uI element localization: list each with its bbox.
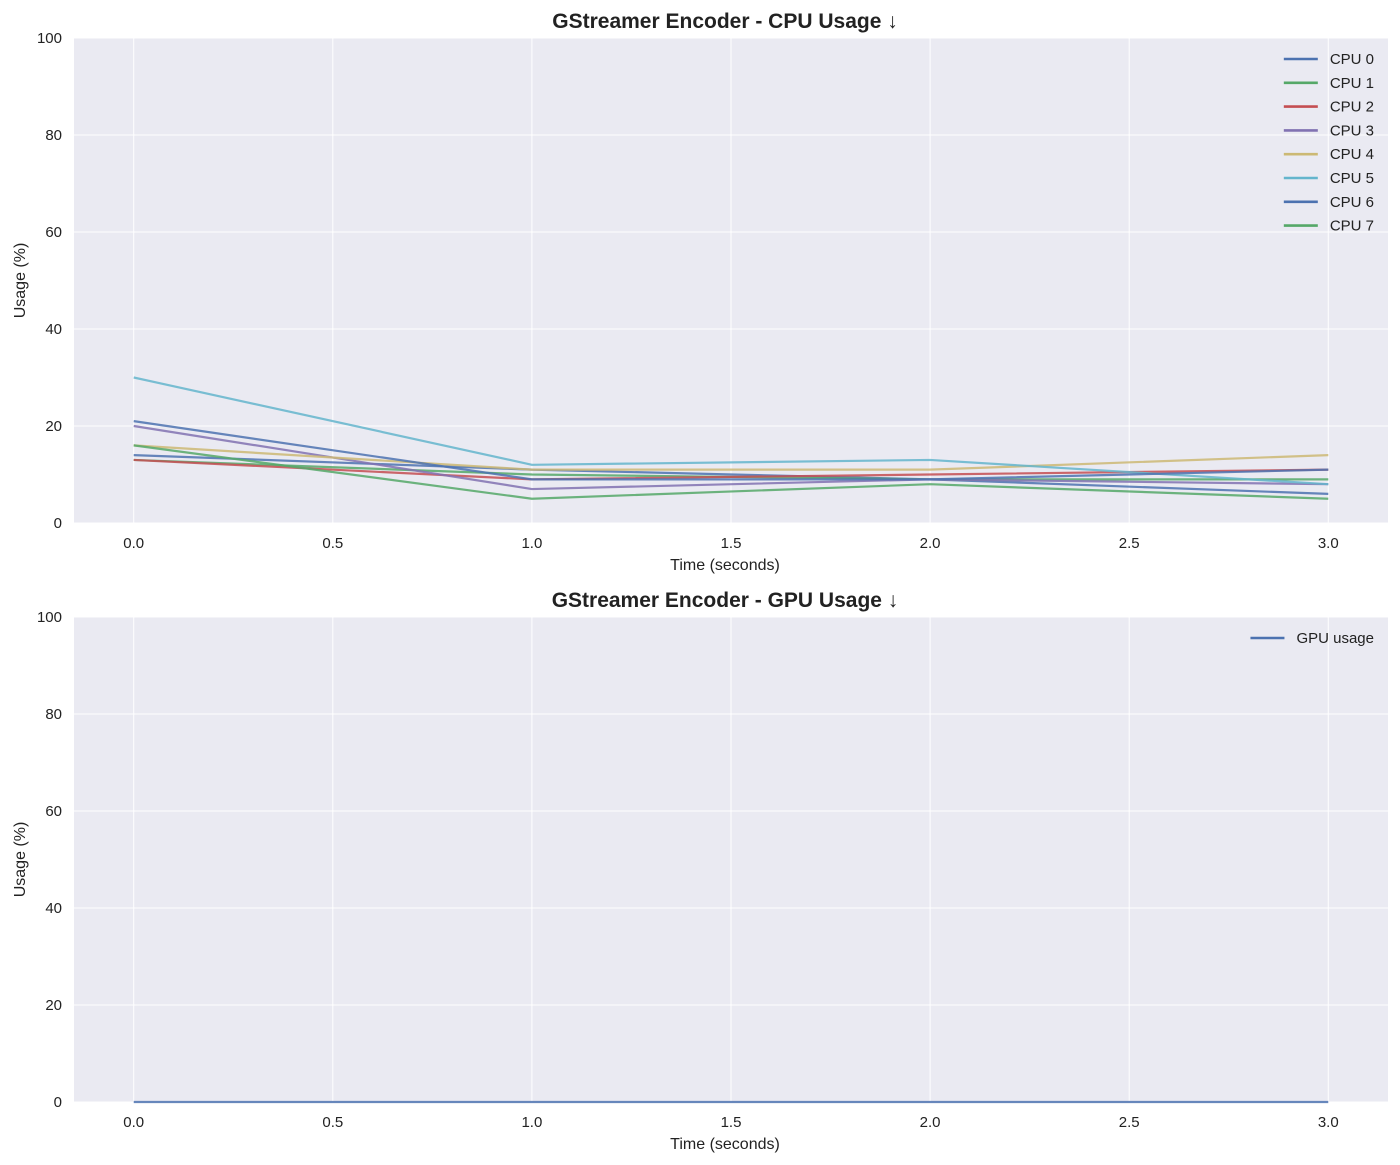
series-line-cpu-4 (133, 444, 1329, 471)
series-line-cpu-7 (133, 444, 1329, 500)
x-tick-label: 0.0 (123, 535, 144, 552)
chart-title: GStreamer Encoder - GPU Usage ↓ (552, 589, 899, 612)
y-tick-label: 60 (45, 224, 62, 241)
y-axis-label: Usage (%) (12, 822, 29, 898)
chart-title: GStreamer Encoder - CPU Usage ↓ (552, 10, 897, 33)
y-tick-label: 40 (45, 321, 62, 338)
legend-label: CPU 1 (1330, 75, 1374, 92)
x-tick-label: 2.5 (1119, 535, 1140, 552)
y-axis-label: Usage (%) (12, 243, 29, 319)
legend-label: CPU 5 (1330, 170, 1374, 187)
x-tick-label: 1.0 (521, 535, 542, 552)
y-tick-label: 0 (54, 1094, 62, 1111)
y-tick-label: 20 (45, 997, 62, 1014)
y-tick-label: 80 (45, 127, 62, 144)
x-tick-label: 2.0 (920, 535, 941, 552)
chart-panel-1: 0.0 0.5 1.0 1.5 2.0 2.5 3.0 0 20 40 60 80 100 GStream… (12, 589, 1388, 1153)
legend-label: CPU 2 (1330, 99, 1374, 116)
legend: CPU 0 CPU 1 CPU 2 CPU 3 CPU 4 CPU 5 CPU 6 CPU 7 (1283, 51, 1374, 235)
legend-label: CPU 0 (1330, 51, 1374, 68)
x-tick-label: 2.5 (1119, 1114, 1140, 1131)
y-tick-label: 0 (54, 515, 62, 532)
legend-label: GPU usage (1296, 630, 1374, 647)
x-tick-label: 1.5 (721, 1114, 742, 1131)
legend: GPU usage (1250, 630, 1374, 647)
legend-label: CPU 3 (1330, 122, 1374, 139)
y-tick-label: 60 (45, 803, 62, 820)
legend-label: CPU 6 (1330, 194, 1374, 211)
y-tick-label: 20 (45, 418, 62, 435)
series-line-cpu-6 (133, 420, 1329, 481)
chart-panel-0: 0.0 0.5 1.0 1.5 2.0 2.5 3.0 0 20 40 60 80 100 GStream… (12, 10, 1388, 574)
series-line-cpu-5 (133, 376, 1329, 486)
x-tick-label: 0.0 (123, 1114, 144, 1131)
y-tick-label: 80 (45, 706, 62, 723)
x-tick-label: 3.0 (1318, 1114, 1339, 1131)
x-tick-label: 3.0 (1318, 535, 1339, 552)
x-tick-label: 1.5 (721, 535, 742, 552)
series-line-cpu-0 (133, 454, 1329, 495)
x-axis-label: Time (seconds) (670, 1136, 780, 1153)
y-tick-label: 100 (37, 609, 62, 626)
y-tick-label: 100 (37, 30, 62, 47)
x-tick-label: 1.0 (521, 1114, 542, 1131)
legend-label: CPU 4 (1330, 146, 1374, 163)
x-tick-label: 0.5 (322, 1114, 343, 1131)
x-tick-label: 0.5 (322, 535, 343, 552)
y-tick-label: 40 (45, 900, 62, 917)
legend-label: CPU 7 (1330, 218, 1374, 235)
x-tick-label: 2.0 (920, 1114, 941, 1131)
x-axis-label: Time (seconds) (670, 557, 780, 574)
